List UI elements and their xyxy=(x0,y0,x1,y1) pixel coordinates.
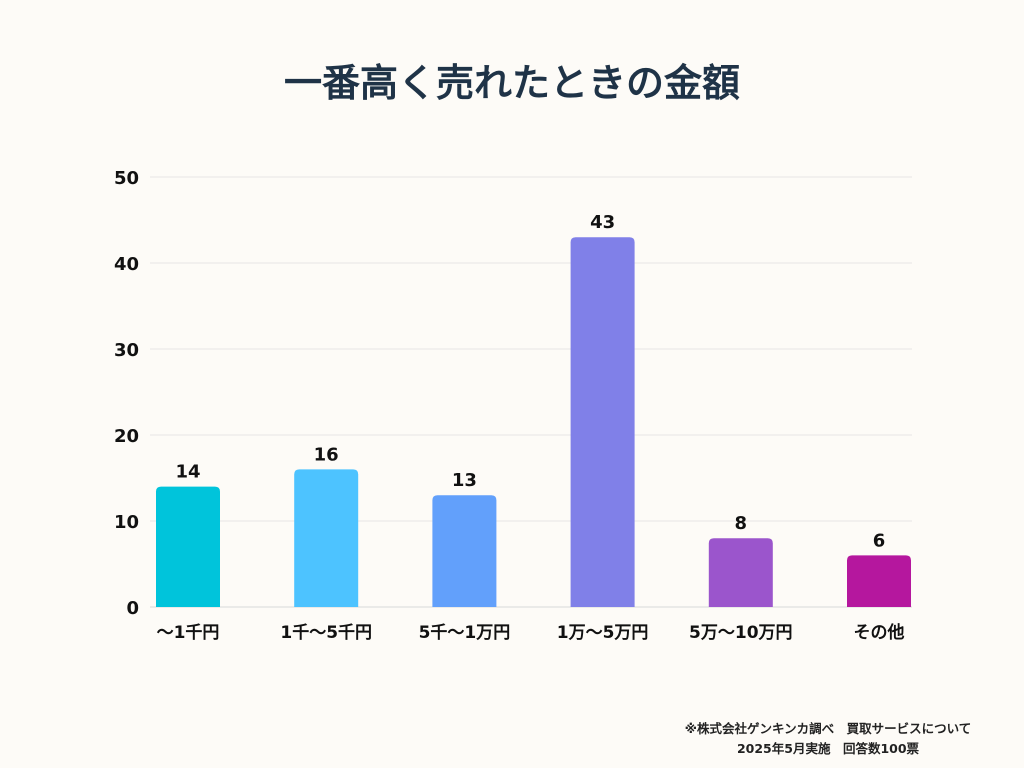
data-label: 16 xyxy=(314,444,339,465)
y-tick-label: 40 xyxy=(114,254,139,275)
source-line-2: 2025年5月実施 回答数100票 xyxy=(736,741,920,756)
y-tick-label: 50 xyxy=(114,168,139,189)
y-tick-label: 10 xyxy=(114,512,139,533)
data-label: 13 xyxy=(452,470,477,491)
source-line-1: ※株式会社ゲンキンカ調べ 買取サービスについて xyxy=(684,721,972,736)
x-tick-label: 1千〜5千円 xyxy=(280,623,372,643)
data-label: 43 xyxy=(590,212,615,233)
bar xyxy=(432,495,497,607)
x-tick-label: 1万〜5万円 xyxy=(557,623,649,643)
y-tick-label: 0 xyxy=(126,598,139,619)
x-tick-label: 5千〜1万円 xyxy=(419,623,511,643)
data-label: 14 xyxy=(175,462,200,483)
y-tick-label: 20 xyxy=(114,426,139,447)
data-label: 8 xyxy=(735,513,748,534)
bar xyxy=(570,237,635,607)
y-tick-label: 30 xyxy=(114,340,139,361)
source-note: ※株式会社ゲンキンカ調べ 買取サービスについて 2025年5月実施 回答数100… xyxy=(648,719,1008,759)
data-label: 6 xyxy=(873,530,886,551)
bar xyxy=(708,538,773,607)
x-tick-label: 〜1千円 xyxy=(157,623,220,643)
bar xyxy=(156,486,220,607)
x-tick-label: 5万〜10万円 xyxy=(689,623,793,643)
x-tick-label: その他 xyxy=(854,622,905,643)
bar xyxy=(847,555,911,607)
bar xyxy=(294,469,359,607)
chart-title: 一番高く売れたときの金額 xyxy=(283,61,740,105)
